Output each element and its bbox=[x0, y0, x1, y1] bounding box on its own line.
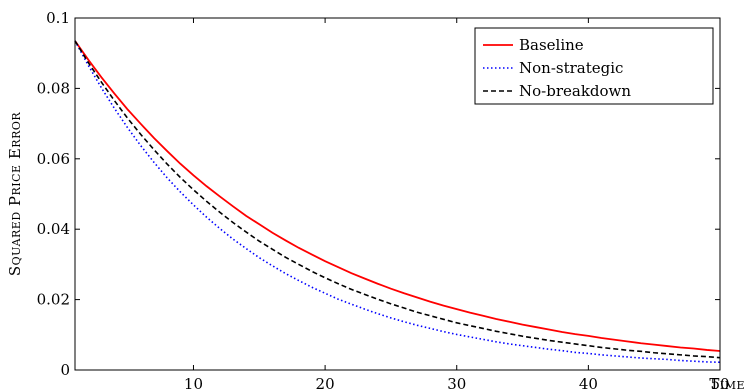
y-tick-label: 0.04 bbox=[37, 220, 70, 238]
x-axis-label: Time bbox=[709, 375, 745, 389]
legend: Baseline Non-strategic No-breakdown bbox=[474, 27, 714, 105]
series-line-baseline bbox=[74, 40, 721, 352]
legend-box bbox=[474, 27, 714, 105]
x-tick-label: 50 bbox=[710, 375, 729, 389]
x-tick-label: 30 bbox=[447, 375, 466, 389]
y-tick-label: 0 bbox=[60, 361, 70, 379]
tick-labels: 10 20 30 40 50 0 0.02 0.04 0.06 0.08 0.1 bbox=[37, 9, 730, 389]
series-line-no-breakdown bbox=[74, 40, 721, 359]
x-tick-label: 20 bbox=[316, 375, 335, 389]
legend-label: Non-strategic bbox=[519, 59, 623, 77]
y-axis-label: Squared Price Error bbox=[6, 112, 24, 277]
legend-label: No-breakdown bbox=[519, 82, 631, 100]
y-tick-label: 0.08 bbox=[37, 79, 70, 97]
plot-frame bbox=[74, 17, 721, 371]
y-tick-label: 0.1 bbox=[46, 9, 70, 27]
legend-label: Baseline bbox=[519, 36, 584, 54]
series-layer bbox=[74, 40, 721, 364]
x-tick-label: 40 bbox=[579, 375, 598, 389]
y-tick-label: 0.06 bbox=[37, 150, 70, 168]
y-tick-label: 0.02 bbox=[37, 291, 70, 309]
x-tick-label: 10 bbox=[184, 375, 203, 389]
